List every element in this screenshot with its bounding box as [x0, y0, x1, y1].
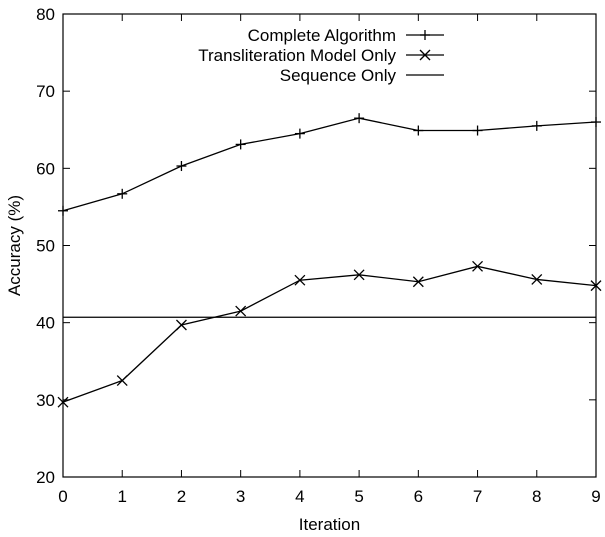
data-point — [117, 188, 128, 199]
data-point — [412, 276, 424, 288]
y-tick-label: 50 — [36, 237, 55, 256]
series-line — [62, 117, 597, 212]
data-point — [235, 139, 246, 150]
data-point — [116, 375, 128, 387]
marker-stroke — [353, 269, 365, 281]
data-point — [531, 273, 543, 285]
data-point — [175, 319, 187, 331]
x-tick-label: 5 — [354, 487, 363, 506]
x-tick-label: 2 — [177, 487, 186, 506]
series-transliteration-model-only — [57, 260, 602, 408]
y-tick-label: 70 — [36, 82, 55, 101]
y-tick-label: 80 — [36, 5, 55, 24]
legend-entry: Transliteration Model Only — [198, 46, 444, 65]
data-point — [235, 305, 247, 317]
marker-stroke — [472, 260, 484, 272]
data-point — [590, 280, 602, 292]
x-tick-label: 1 — [117, 487, 126, 506]
series-complete-algorithm — [58, 113, 601, 216]
legend-label: Complete Algorithm — [248, 26, 396, 45]
x-tick-label: 8 — [532, 487, 541, 506]
axis-ticks: 0 1 2 3 4 5 6 7 8 9 20 30 40 50 60 70 80 — [36, 5, 601, 506]
marker-stroke — [235, 305, 247, 317]
marker-stroke — [590, 280, 602, 292]
legend-entry: Sequence Only — [280, 66, 444, 85]
x-tick-label: 4 — [295, 487, 304, 506]
data-point — [294, 128, 305, 139]
x-tick-label: 3 — [236, 487, 245, 506]
legend-entry: Complete Algorithm — [248, 26, 444, 45]
data-point — [472, 125, 483, 136]
data-point — [413, 125, 424, 136]
legend-label: Transliteration Model Only — [198, 46, 396, 65]
data-point — [294, 274, 306, 286]
data-point — [531, 120, 542, 131]
legend-marker — [419, 49, 431, 61]
y-tick-label: 60 — [36, 159, 55, 178]
data-point — [472, 260, 484, 272]
x-tick-label: 6 — [414, 487, 423, 506]
series-line — [62, 265, 597, 403]
data-point — [57, 396, 69, 408]
marker-stroke — [294, 274, 306, 286]
marker-stroke — [116, 375, 128, 387]
data-point — [353, 269, 365, 281]
x-axis-title: Iteration — [299, 515, 360, 534]
y-tick-label: 30 — [36, 391, 55, 410]
legend-marker — [420, 30, 430, 40]
data-point — [176, 161, 187, 172]
marker-stroke — [57, 396, 69, 408]
marker-stroke — [175, 319, 187, 331]
y-tick-label: 40 — [36, 314, 55, 333]
data-point — [354, 113, 365, 124]
x-tick-label: 0 — [58, 487, 67, 506]
data-point — [58, 205, 68, 216]
data-point — [591, 117, 601, 128]
legend-label: Sequence Only — [280, 66, 397, 85]
y-axis-title: Accuracy (%) — [5, 195, 24, 296]
marker-stroke — [412, 276, 424, 288]
series-lines — [57, 113, 602, 408]
x-tick-label: 7 — [473, 487, 482, 506]
x-tick-label: 9 — [591, 487, 600, 506]
marker-stroke — [419, 49, 431, 61]
y-tick-label: 20 — [36, 468, 55, 487]
marker-stroke — [531, 273, 543, 285]
